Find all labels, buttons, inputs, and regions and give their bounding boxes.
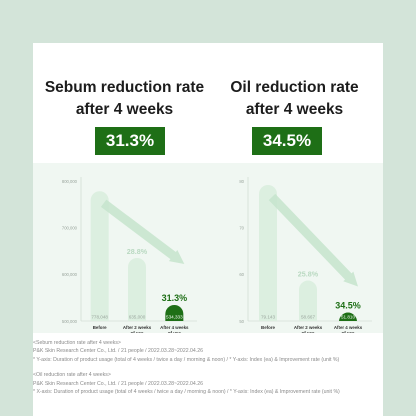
y-tick-label: 70: [239, 225, 244, 230]
x-category-label: of use: [302, 331, 315, 333]
x-category-label: Before: [93, 325, 107, 330]
y-tick-label: 80: [239, 179, 244, 184]
footnote-heading: <Oil reduction rate after 4 weeks>: [33, 372, 111, 379]
oil-chart-title: Oil reduction rate after 4 weeks: [230, 79, 359, 118]
oil-rate-badge: 34.5%: [252, 127, 322, 155]
bar: [128, 258, 146, 321]
y-tick-label: 50: [239, 319, 244, 324]
improvement-label: 34.5%: [335, 301, 361, 311]
x-category-label: After 2 weeks: [123, 325, 152, 330]
x-category-label: of use: [168, 331, 181, 333]
bar: [90, 191, 109, 321]
sebum-chart-svg: 800,000 700,000 600,000 500,000 778,048 Befor…: [62, 177, 197, 333]
sebum-chart: 800,000 700,000 600,000 500,000 778,048 Befor…: [33, 163, 208, 333]
footnote-axis-note: * X-axis: Duration of product usage (tot…: [33, 389, 340, 396]
x-category-label: After 2 weeks: [294, 325, 323, 330]
improvement-label: 28.8%: [127, 247, 148, 256]
sebum-panel: Sebum reduction rate after 4 weeks 31.3%…: [33, 43, 208, 378]
y-tick-label: 800,000: [62, 179, 78, 184]
improvement-label: 25.8%: [298, 270, 319, 279]
bar-value-label: 79.143: [261, 315, 275, 320]
bar: [165, 304, 184, 321]
bar-value-label: 534,333: [166, 315, 183, 320]
reduction-arrow: [268, 193, 358, 287]
x-category-label: Before: [261, 325, 275, 330]
x-category-label: of use: [131, 331, 144, 333]
sebum-chart-title: Sebum reduction rate after 4 weeks: [44, 79, 205, 118]
y-tick-label: 60: [239, 272, 244, 277]
oil-panel: Oil reduction rate after 4 weeks 34.5% 8…: [208, 43, 383, 378]
y-tick-label: 700,000: [62, 225, 78, 230]
content-card: Sebum reduction rate after 4 weeks 31.3%…: [33, 43, 383, 416]
bar: [259, 184, 277, 321]
bar: [299, 280, 317, 321]
bar-value-label: 58.667: [301, 315, 315, 320]
y-tick-label: 600,000: [62, 272, 78, 277]
bar-value-label: 778,048: [91, 315, 108, 320]
x-category-label: After 4 weeks: [334, 325, 363, 330]
footnote-axis-note: * Y-axis: Duration of product usage (tot…: [33, 356, 340, 363]
improvement-label: 31.3%: [162, 293, 188, 303]
footnote-source: P&K Skin Research Center Co., Ltd. / 21 …: [33, 380, 204, 387]
bar-value-label: 635,000: [129, 315, 146, 320]
x-category-label: After 4 weeks: [160, 325, 189, 330]
y-tick-label: 500,000: [62, 319, 78, 324]
bar: [339, 312, 357, 322]
reduction-arrow: [100, 199, 185, 264]
bar-value-label: 51.810: [341, 315, 355, 320]
footnotes: <Sebum reduction rate after 4 weeks> P&K…: [33, 339, 383, 396]
footnote-source: P&K Skin Research Center Co., Ltd. / 21 …: [33, 348, 204, 355]
x-category-label: of use: [342, 331, 355, 333]
sebum-rate-badge: 31.3%: [95, 127, 165, 155]
footnote-heading: <Sebum reduction rate after 4 weeks>: [33, 340, 121, 346]
